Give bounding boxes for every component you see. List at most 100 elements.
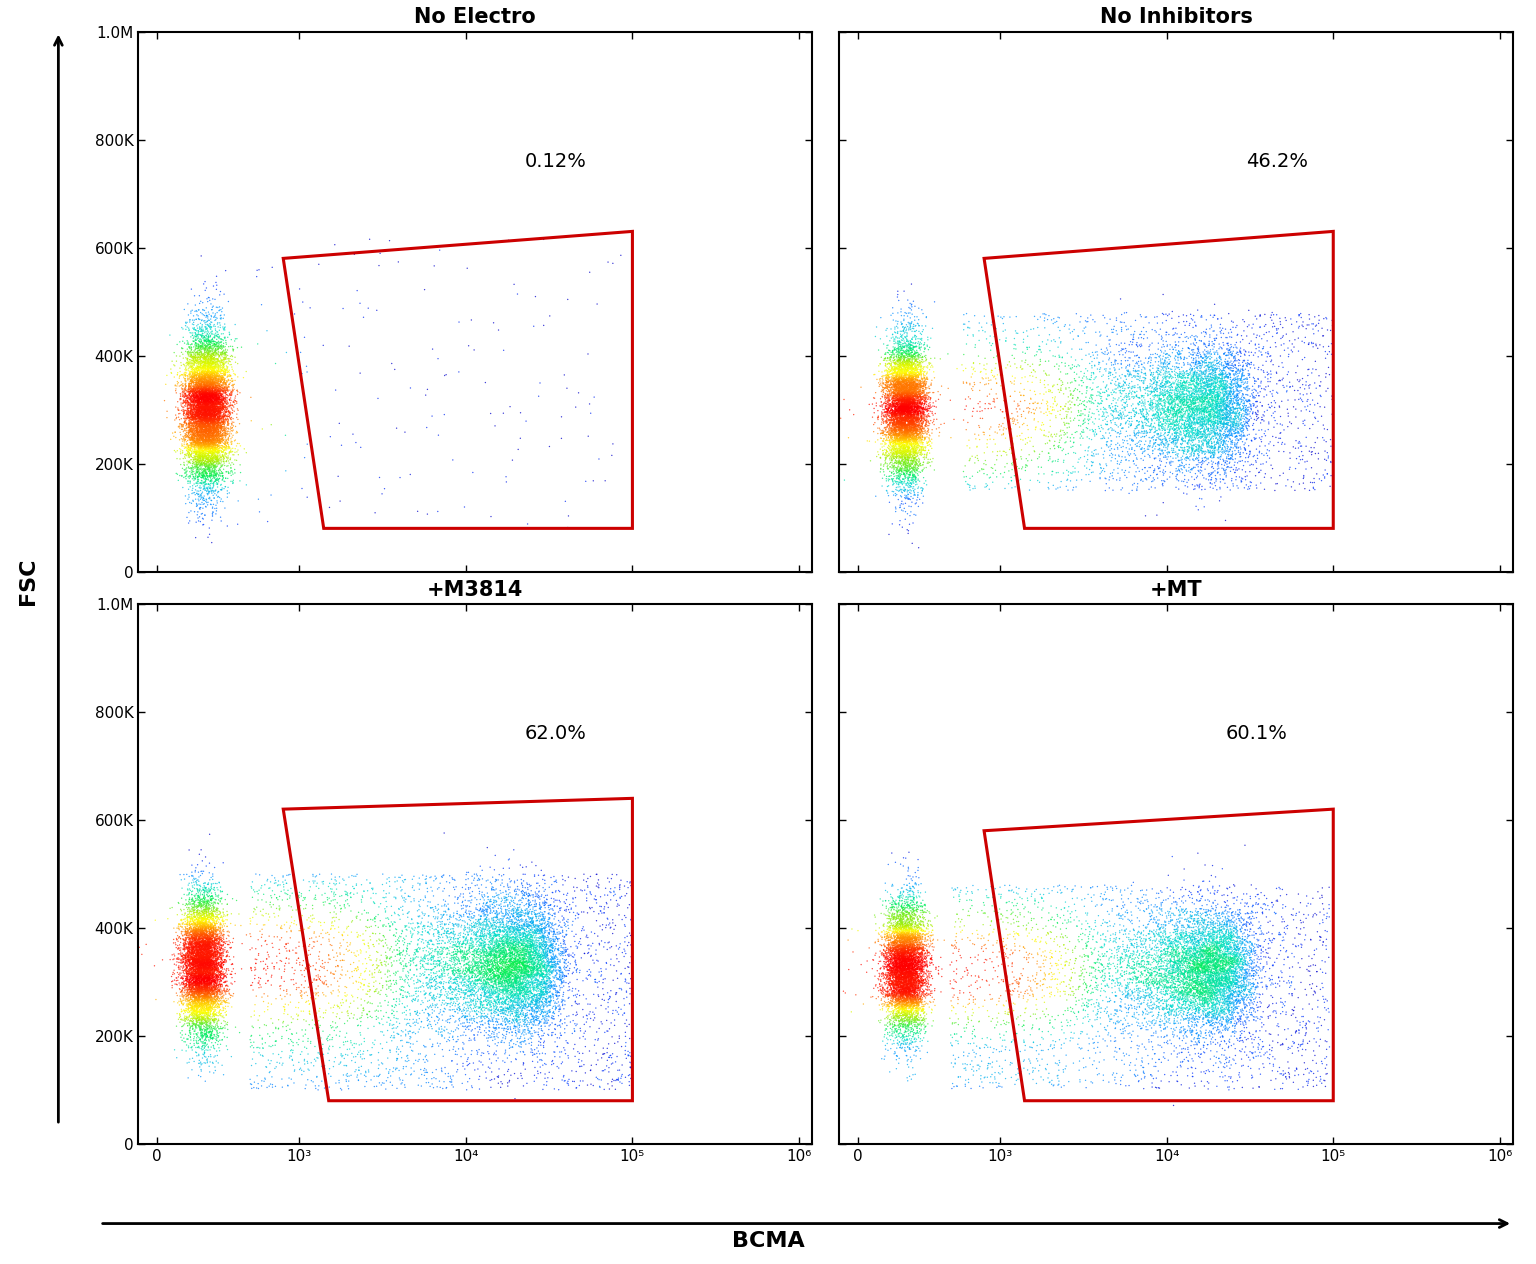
Point xyxy=(885,964,909,985)
Point xyxy=(200,345,224,365)
Point xyxy=(1181,403,1206,423)
Point xyxy=(601,253,625,273)
Point xyxy=(1217,358,1241,378)
Point xyxy=(1174,418,1198,439)
Point xyxy=(473,973,498,994)
Point xyxy=(174,437,198,458)
Point xyxy=(200,394,224,415)
Point xyxy=(989,1015,1014,1035)
Point xyxy=(895,987,920,1007)
Point xyxy=(886,360,911,380)
Point xyxy=(1190,386,1215,406)
Point xyxy=(1167,387,1192,407)
Point xyxy=(886,1001,911,1021)
Point xyxy=(175,977,200,997)
Point xyxy=(212,943,237,963)
Point xyxy=(462,985,487,1005)
Point xyxy=(808,360,833,380)
Point xyxy=(1012,1015,1037,1035)
Point xyxy=(478,939,502,959)
Point xyxy=(900,968,925,988)
Point xyxy=(189,398,214,418)
Point xyxy=(190,933,215,953)
Point xyxy=(1166,945,1190,966)
Point xyxy=(192,504,217,525)
Point xyxy=(441,961,465,981)
Point xyxy=(184,987,209,1007)
Point xyxy=(1201,921,1226,942)
Point xyxy=(209,957,233,977)
Point xyxy=(186,434,210,454)
Point xyxy=(914,1021,938,1042)
Point xyxy=(892,398,917,418)
Point xyxy=(889,972,914,992)
Point xyxy=(1250,339,1275,359)
Point xyxy=(891,404,915,425)
Point xyxy=(198,348,223,368)
Point xyxy=(1200,963,1224,983)
Point xyxy=(1001,913,1026,933)
Point xyxy=(510,882,535,902)
Point xyxy=(183,1001,207,1021)
Point xyxy=(201,990,226,1010)
Point xyxy=(531,947,556,967)
Point xyxy=(186,932,210,952)
Point xyxy=(187,948,212,968)
Point xyxy=(1058,1010,1083,1030)
Point xyxy=(908,387,932,407)
Point xyxy=(201,412,226,432)
Point xyxy=(1037,402,1061,422)
Point xyxy=(1215,952,1240,972)
Point xyxy=(883,379,908,399)
Point xyxy=(808,944,833,964)
Point xyxy=(189,413,214,434)
Point xyxy=(895,391,920,411)
Point xyxy=(200,930,224,951)
Point xyxy=(1204,945,1229,966)
Point xyxy=(1197,881,1221,901)
Point xyxy=(1158,910,1183,930)
Point xyxy=(515,982,539,1002)
Point xyxy=(909,990,934,1010)
Point xyxy=(200,934,224,954)
Point xyxy=(187,942,212,962)
Point xyxy=(906,431,931,451)
Point xyxy=(528,899,553,919)
Point xyxy=(889,966,914,986)
Point xyxy=(187,966,212,986)
Point xyxy=(513,937,538,957)
Point xyxy=(1189,994,1213,1014)
Point xyxy=(1006,1063,1031,1083)
Point xyxy=(917,945,942,966)
Point xyxy=(906,909,931,929)
Point xyxy=(894,905,919,925)
Point xyxy=(527,954,551,975)
Point xyxy=(197,416,221,436)
Point xyxy=(900,365,925,386)
Point xyxy=(895,382,920,402)
Point xyxy=(535,996,559,1016)
Point xyxy=(808,426,833,446)
Point xyxy=(899,364,923,384)
Point xyxy=(189,378,214,398)
Point xyxy=(204,344,229,364)
Point xyxy=(571,916,596,937)
Point xyxy=(905,374,929,394)
Point xyxy=(210,920,235,940)
Point xyxy=(207,308,232,329)
Point xyxy=(894,391,919,411)
Point xyxy=(808,937,833,957)
Point xyxy=(1178,959,1203,980)
Point xyxy=(180,964,204,985)
Point xyxy=(177,937,201,957)
Point xyxy=(897,464,922,484)
Point xyxy=(240,1016,264,1036)
Point xyxy=(1183,929,1207,949)
Point xyxy=(485,962,510,982)
Point xyxy=(885,973,909,994)
Point xyxy=(1112,431,1137,451)
Point xyxy=(894,391,919,411)
Point xyxy=(194,401,218,421)
Point xyxy=(505,953,530,973)
Point xyxy=(204,353,229,373)
